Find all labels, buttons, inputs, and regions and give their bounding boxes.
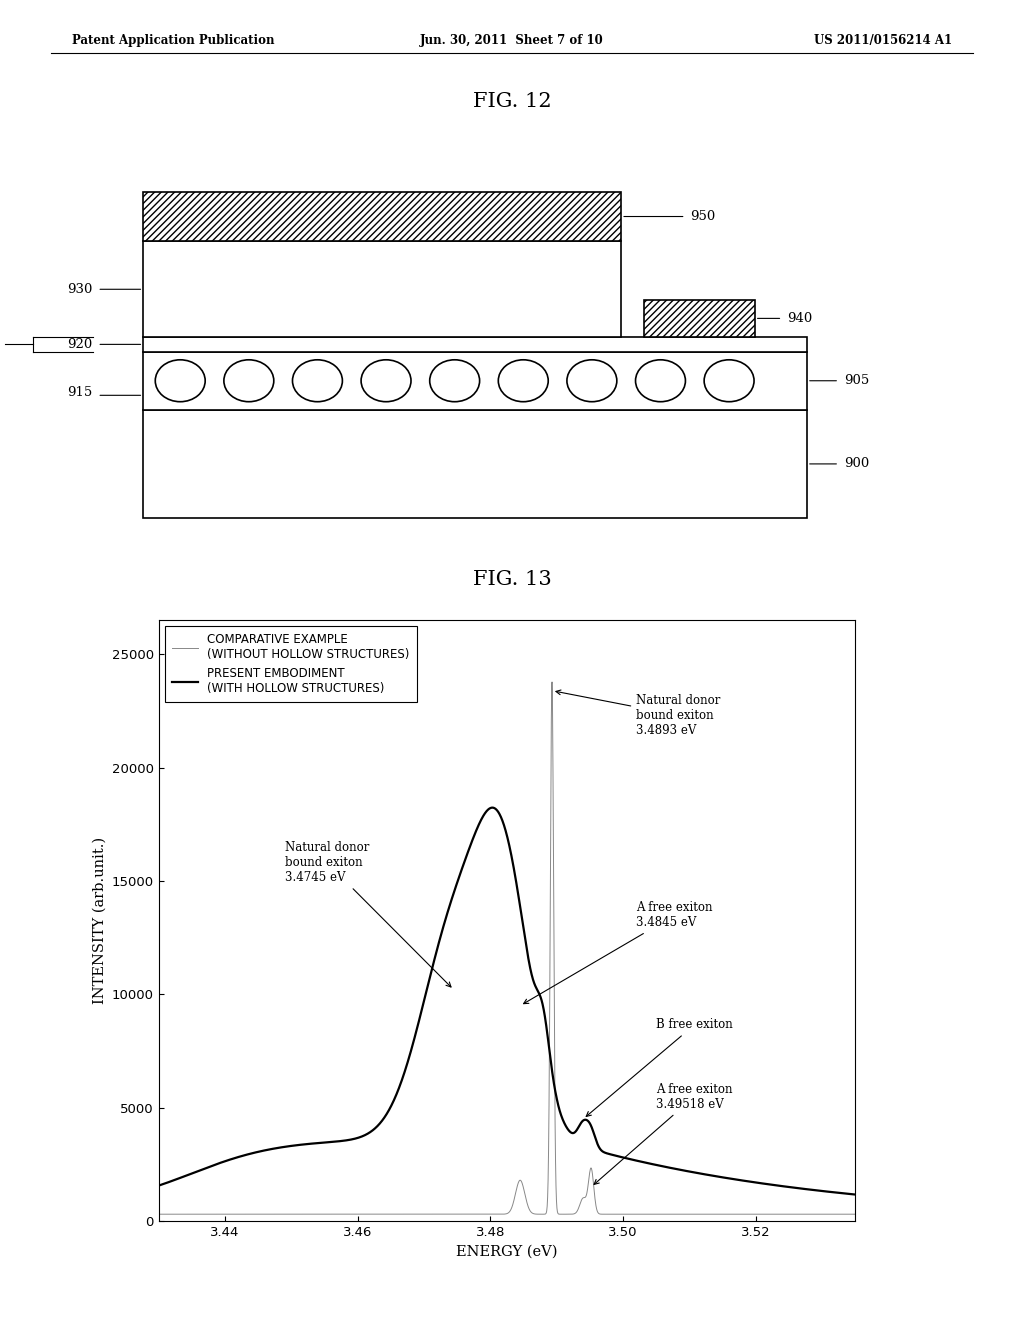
- Y-axis label: INTENSITY (arb.unit.): INTENSITY (arb.unit.): [92, 837, 106, 1005]
- Ellipse shape: [293, 360, 342, 401]
- Text: US 2011/0156214 A1: US 2011/0156214 A1: [814, 34, 952, 48]
- Bar: [143, 411, 807, 517]
- Text: 940: 940: [787, 312, 812, 325]
- Ellipse shape: [156, 360, 205, 401]
- Text: Natural donor
bound exiton
3.4893 eV: Natural donor bound exiton 3.4893 eV: [556, 690, 721, 737]
- Text: FIG. 13: FIG. 13: [473, 570, 551, 589]
- Text: B free exiton: B free exiton: [586, 1018, 733, 1117]
- Text: Patent Application Publication: Patent Application Publication: [72, 34, 274, 48]
- Ellipse shape: [567, 360, 616, 401]
- Ellipse shape: [224, 360, 273, 401]
- Bar: [143, 351, 807, 411]
- Text: 915: 915: [68, 385, 93, 399]
- Text: 920: 920: [68, 338, 93, 351]
- Bar: [143, 191, 622, 242]
- Text: A free exiton
3.49518 eV: A free exiton 3.49518 eV: [594, 1082, 732, 1184]
- Ellipse shape: [499, 360, 548, 401]
- Legend: COMPARATIVE EXAMPLE
(WITHOUT HOLLOW STRUCTURES), PRESENT EMBODIMENT
(WITH HOLLOW: COMPARATIVE EXAMPLE (WITHOUT HOLLOW STRU…: [165, 626, 417, 702]
- Text: Jun. 30, 2011  Sheet 7 of 10: Jun. 30, 2011 Sheet 7 of 10: [420, 34, 604, 48]
- Bar: [143, 337, 807, 351]
- Ellipse shape: [430, 360, 479, 401]
- Ellipse shape: [705, 360, 754, 401]
- Text: 950: 950: [690, 210, 716, 223]
- Bar: [143, 242, 622, 337]
- X-axis label: ENERGY (eV): ENERGY (eV): [456, 1245, 558, 1258]
- Text: FIG. 12: FIG. 12: [473, 92, 551, 111]
- Text: A free exiton
3.4845 eV: A free exiton 3.4845 eV: [523, 902, 713, 1003]
- Ellipse shape: [361, 360, 411, 401]
- Text: 930: 930: [68, 282, 93, 296]
- Bar: [644, 300, 755, 337]
- Text: 905: 905: [844, 375, 869, 387]
- Text: 900: 900: [844, 458, 869, 470]
- Ellipse shape: [636, 360, 685, 401]
- Text: Natural donor
bound exiton
3.4745 eV: Natural donor bound exiton 3.4745 eV: [285, 841, 451, 987]
